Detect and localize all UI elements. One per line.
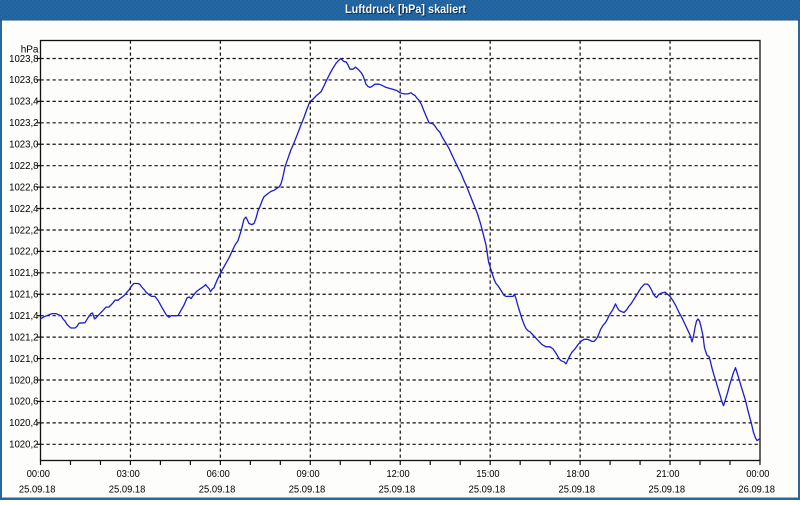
svg-text:25.09.18: 25.09.18 xyxy=(379,484,416,495)
svg-text:1022,4: 1022,4 xyxy=(9,204,39,215)
svg-text:1023,0: 1023,0 xyxy=(9,140,39,151)
svg-text:03:00: 03:00 xyxy=(117,469,141,480)
svg-text:1023,2: 1023,2 xyxy=(9,118,39,129)
svg-text:25.09.18: 25.09.18 xyxy=(649,484,686,495)
svg-text:1020,4: 1020,4 xyxy=(9,418,39,429)
svg-text:25.09.18: 25.09.18 xyxy=(199,484,236,495)
svg-text:1022,0: 1022,0 xyxy=(9,247,39,258)
svg-text:Luftdruck [hPa] skaliert: Luftdruck [hPa] skaliert xyxy=(346,3,467,17)
svg-text:1023,6: 1023,6 xyxy=(9,75,39,86)
svg-text:1021,8: 1021,8 xyxy=(9,268,39,279)
svg-text:hPa: hPa xyxy=(21,44,39,55)
svg-text:Luftdruck [hPa] skaliert: Luftdruck [hPa] skaliert xyxy=(345,2,466,16)
svg-text:26.09.18: 26.09.18 xyxy=(738,484,775,495)
svg-text:25.09.18: 25.09.18 xyxy=(469,484,506,495)
svg-text:1021,4: 1021,4 xyxy=(9,311,39,322)
svg-text:1021,0: 1021,0 xyxy=(9,354,39,365)
svg-text:1022,6: 1022,6 xyxy=(9,182,39,193)
svg-text:1022,2: 1022,2 xyxy=(9,225,39,236)
svg-text:09:00: 09:00 xyxy=(297,469,321,480)
svg-text:25.09.18: 25.09.18 xyxy=(109,484,146,495)
svg-text:00:00: 00:00 xyxy=(746,469,770,480)
svg-text:18:00: 18:00 xyxy=(566,469,590,480)
svg-text:21:00: 21:00 xyxy=(656,469,680,480)
svg-text:15:00: 15:00 xyxy=(476,469,500,480)
svg-text:1021,6: 1021,6 xyxy=(9,290,39,301)
svg-text:1023,8: 1023,8 xyxy=(9,54,39,65)
svg-text:1020,2: 1020,2 xyxy=(9,440,39,451)
svg-text:1020,6: 1020,6 xyxy=(9,397,39,408)
svg-text:25.09.18: 25.09.18 xyxy=(559,484,596,495)
svg-text:25.09.18: 25.09.18 xyxy=(19,484,56,495)
svg-text:00:00: 00:00 xyxy=(27,469,51,480)
svg-text:1023,4: 1023,4 xyxy=(9,97,39,108)
svg-text:1020,8: 1020,8 xyxy=(9,375,39,386)
svg-text:1022,8: 1022,8 xyxy=(9,161,39,172)
svg-text:1021,2: 1021,2 xyxy=(9,332,39,343)
svg-text:25.09.18: 25.09.18 xyxy=(289,484,326,495)
svg-text:06:00: 06:00 xyxy=(207,469,231,480)
svg-text:12:00: 12:00 xyxy=(387,469,411,480)
